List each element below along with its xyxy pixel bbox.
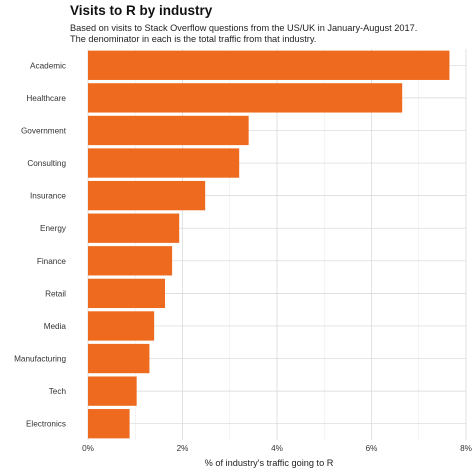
y-tick-label: Consulting: [27, 159, 66, 168]
bar-media: [88, 311, 155, 341]
x-tick-label: 2%: [177, 444, 189, 453]
y-tick-label: Insurance: [30, 192, 66, 201]
y-tick-label: Manufacturing: [14, 355, 66, 364]
y-tick-label: Tech: [49, 387, 67, 396]
bar-insurance: [88, 180, 206, 211]
bar-healthcare: [88, 83, 403, 113]
x-tick-label: 6%: [366, 444, 378, 453]
y-tick-label: Academic: [30, 61, 66, 70]
x-tick-label: 8%: [460, 444, 472, 453]
chart-subtitle-line-1: Based on visits to Stack Overflow questi…: [70, 23, 417, 33]
y-tick-label: Finance: [37, 257, 67, 266]
bar-energy: [88, 213, 180, 243]
x-axis-title: % of industry's traffic going to R: [205, 458, 334, 468]
bar-tech: [88, 376, 137, 406]
bar-finance: [88, 246, 173, 276]
chart-subtitle-line-2: The denominator in each is the total tra…: [70, 34, 316, 44]
y-tick-label: Government: [21, 126, 67, 135]
chart-title: Visits to R by industry: [70, 3, 213, 18]
y-tick-label: Energy: [40, 224, 67, 233]
y-tick-label: Healthcare: [26, 94, 66, 103]
bar-consulting: [88, 148, 240, 178]
x-axis-tick-labels: 0% 2% 4% 6% 8%: [82, 444, 472, 453]
bar-government: [88, 115, 249, 146]
bar-retail: [88, 278, 166, 309]
bar-academic: [88, 50, 450, 80]
y-axis-tick-labels: Academic Healthcare Government Consulting In…: [14, 61, 67, 428]
bar-electronics: [88, 409, 130, 439]
bars: [88, 50, 450, 439]
y-tick-label: Media: [44, 322, 67, 331]
y-tick-label: Electronics: [26, 420, 66, 429]
x-tick-label: 4%: [271, 444, 283, 453]
x-tick-label: 0%: [82, 444, 94, 453]
bar-manufacturing: [88, 343, 150, 374]
y-tick-label: Retail: [45, 289, 66, 298]
